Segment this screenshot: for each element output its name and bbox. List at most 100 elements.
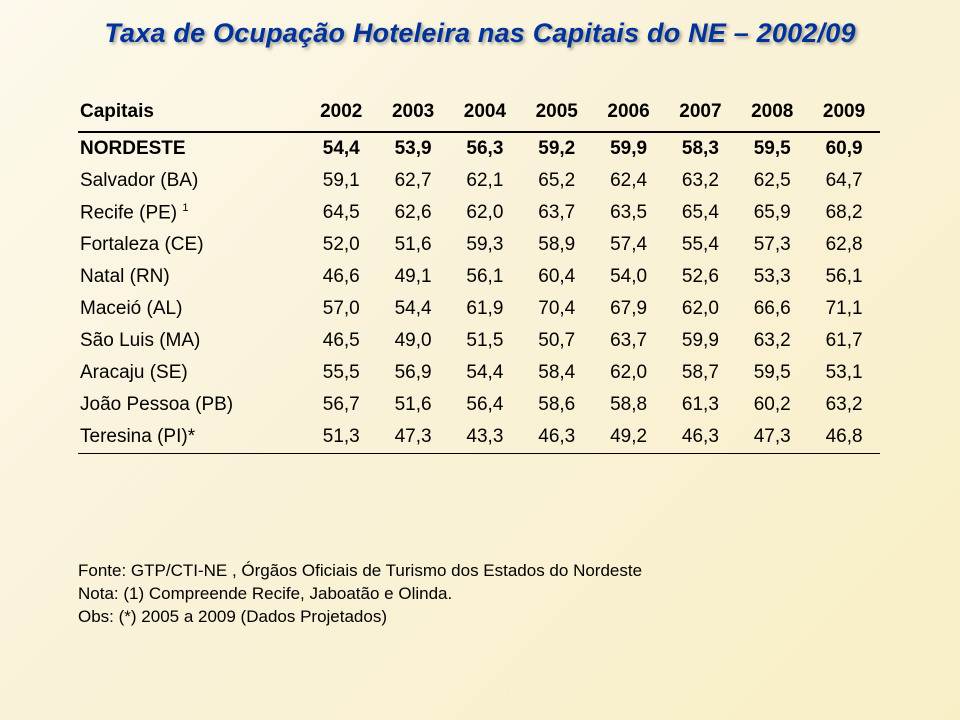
table-row: João Pessoa (PB)56,751,656,458,658,861,3…	[78, 389, 880, 421]
cell-value: 63,7	[593, 325, 665, 357]
cell-value: 51,6	[377, 389, 449, 421]
table-row: Natal (RN)46,649,156,160,454,052,653,356…	[78, 261, 880, 293]
col-header-year: 2008	[736, 95, 808, 132]
cell-value: 52,0	[305, 229, 377, 261]
cell-value: 63,5	[593, 197, 665, 229]
cell-value: 58,3	[664, 132, 736, 165]
table-row: Aracaju (SE)55,556,954,458,462,058,759,5…	[78, 357, 880, 389]
row-label: Salvador (BA)	[78, 165, 305, 197]
cell-value: 60,4	[521, 261, 593, 293]
cell-value: 54,4	[449, 357, 521, 389]
col-header-year: 2004	[449, 95, 521, 132]
cell-value: 64,5	[305, 197, 377, 229]
cell-value: 52,6	[664, 261, 736, 293]
col-header-year: 2005	[521, 95, 593, 132]
cell-value: 51,5	[449, 325, 521, 357]
cell-value: 47,3	[736, 421, 808, 454]
footnote-ref: 1	[182, 202, 188, 214]
cell-value: 46,5	[305, 325, 377, 357]
cell-value: 56,1	[449, 261, 521, 293]
col-header-year: 2002	[305, 95, 377, 132]
row-label: Maceió (AL)	[78, 293, 305, 325]
cell-value: 60,9	[808, 132, 880, 165]
col-header-year: 2009	[808, 95, 880, 132]
table-row: NORDESTE54,453,956,359,259,958,359,560,9	[78, 132, 880, 165]
cell-value: 59,9	[664, 325, 736, 357]
cell-value: 58,8	[593, 389, 665, 421]
cell-value: 61,9	[449, 293, 521, 325]
footnote-note: Nota: (1) Compreende Recife, Jaboatão e …	[78, 583, 642, 606]
col-header-label: Capitais	[78, 95, 305, 132]
cell-value: 46,3	[521, 421, 593, 454]
cell-value: 67,9	[593, 293, 665, 325]
cell-value: 65,9	[736, 197, 808, 229]
table-body: NORDESTE54,453,956,359,259,958,359,560,9…	[78, 132, 880, 454]
cell-value: 64,7	[808, 165, 880, 197]
cell-value: 47,3	[377, 421, 449, 454]
cell-value: 63,2	[808, 389, 880, 421]
cell-value: 63,7	[521, 197, 593, 229]
cell-value: 62,0	[593, 357, 665, 389]
table-row: Recife (PE) 164,562,662,063,763,565,465,…	[78, 197, 880, 229]
cell-value: 57,0	[305, 293, 377, 325]
table-header: Capitais20022003200420052006200720082009	[78, 95, 880, 132]
cell-value: 58,4	[521, 357, 593, 389]
cell-value: 49,1	[377, 261, 449, 293]
cell-value: 62,8	[808, 229, 880, 261]
row-label: Natal (RN)	[78, 261, 305, 293]
cell-value: 55,5	[305, 357, 377, 389]
col-header-year: 2003	[377, 95, 449, 132]
cell-value: 59,2	[521, 132, 593, 165]
cell-value: 58,7	[664, 357, 736, 389]
cell-value: 54,0	[593, 261, 665, 293]
cell-value: 57,4	[593, 229, 665, 261]
footnotes: Fonte: GTP/CTI-NE , Órgãos Oficiais de T…	[78, 560, 642, 629]
cell-value: 53,1	[808, 357, 880, 389]
col-header-year: 2006	[593, 95, 665, 132]
cell-value: 61,3	[664, 389, 736, 421]
cell-value: 46,3	[664, 421, 736, 454]
cell-value: 62,1	[449, 165, 521, 197]
cell-value: 59,3	[449, 229, 521, 261]
cell-value: 56,3	[449, 132, 521, 165]
table-row: São Luis (MA)46,549,051,550,763,759,963,…	[78, 325, 880, 357]
cell-value: 62,0	[449, 197, 521, 229]
table-row: Salvador (BA)59,162,762,165,262,463,262,…	[78, 165, 880, 197]
cell-value: 68,2	[808, 197, 880, 229]
cell-value: 59,1	[305, 165, 377, 197]
table-container: Capitais20022003200420052006200720082009…	[78, 95, 880, 454]
cell-value: 51,6	[377, 229, 449, 261]
cell-value: 56,7	[305, 389, 377, 421]
cell-value: 60,2	[736, 389, 808, 421]
occupancy-table: Capitais20022003200420052006200720082009…	[78, 95, 880, 454]
cell-value: 61,7	[808, 325, 880, 357]
cell-value: 56,9	[377, 357, 449, 389]
row-label: Recife (PE) 1	[78, 197, 305, 229]
cell-value: 59,9	[593, 132, 665, 165]
row-label: João Pessoa (PB)	[78, 389, 305, 421]
cell-value: 62,0	[664, 293, 736, 325]
cell-value: 54,4	[377, 293, 449, 325]
cell-value: 65,2	[521, 165, 593, 197]
cell-value: 59,5	[736, 132, 808, 165]
cell-value: 53,3	[736, 261, 808, 293]
cell-value: 58,6	[521, 389, 593, 421]
table-row: Teresina (PI)*51,347,343,346,349,246,347…	[78, 421, 880, 454]
cell-value: 50,7	[521, 325, 593, 357]
cell-value: 51,3	[305, 421, 377, 454]
col-header-year: 2007	[664, 95, 736, 132]
table-row: Fortaleza (CE)52,051,659,358,957,455,457…	[78, 229, 880, 261]
row-label: Fortaleza (CE)	[78, 229, 305, 261]
cell-value: 70,4	[521, 293, 593, 325]
cell-value: 49,0	[377, 325, 449, 357]
footnote-source: Fonte: GTP/CTI-NE , Órgãos Oficiais de T…	[78, 560, 642, 583]
cell-value: 62,6	[377, 197, 449, 229]
row-label: São Luis (MA)	[78, 325, 305, 357]
row-label: Teresina (PI)*	[78, 421, 305, 454]
cell-value: 55,4	[664, 229, 736, 261]
cell-value: 63,2	[736, 325, 808, 357]
cell-value: 56,1	[808, 261, 880, 293]
cell-value: 46,8	[808, 421, 880, 454]
cell-value: 49,2	[593, 421, 665, 454]
cell-value: 63,2	[664, 165, 736, 197]
